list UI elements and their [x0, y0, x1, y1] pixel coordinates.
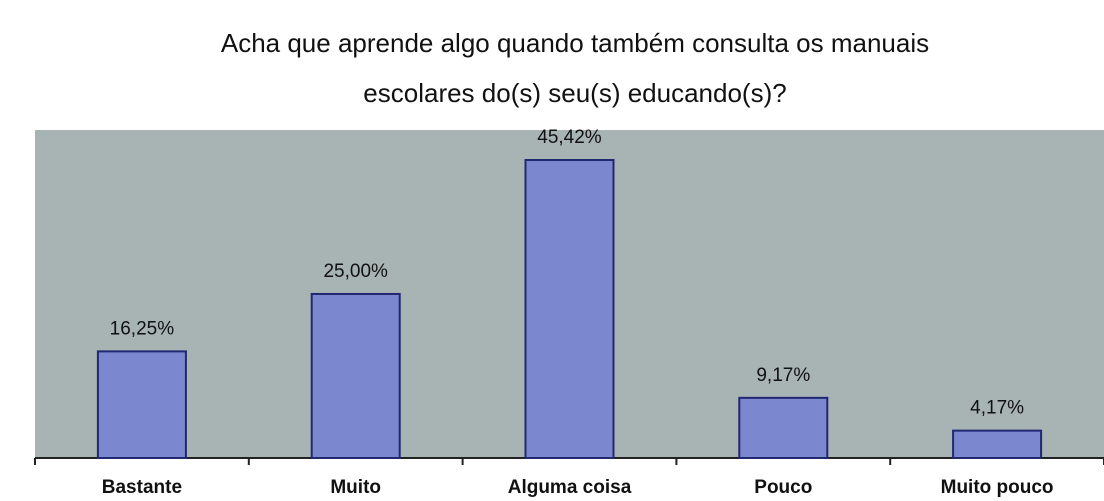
data-label: 4,17%	[970, 398, 1024, 419]
x-tick-label: Pouco	[754, 477, 812, 498]
x-tick-label: Muito	[330, 477, 381, 498]
chart-title: Acha que aprende algo quando também cons…	[221, 28, 929, 58]
bar	[738, 396, 829, 459]
x-tick-label: Muito pouco	[941, 477, 1054, 498]
data-label: 45,42%	[537, 127, 602, 148]
bar	[310, 292, 401, 459]
bar	[524, 159, 615, 459]
bar	[96, 350, 187, 459]
data-label: 25,00%	[323, 261, 388, 282]
data-label: 9,17%	[756, 365, 810, 386]
x-tick-label: Alguma coisa	[508, 477, 632, 498]
x-tick-label: Bastante	[102, 477, 182, 498]
bar	[952, 429, 1043, 459]
chart-title: escolares do(s) seu(s) educando(s)?	[363, 78, 786, 108]
data-label: 16,25%	[110, 318, 175, 339]
